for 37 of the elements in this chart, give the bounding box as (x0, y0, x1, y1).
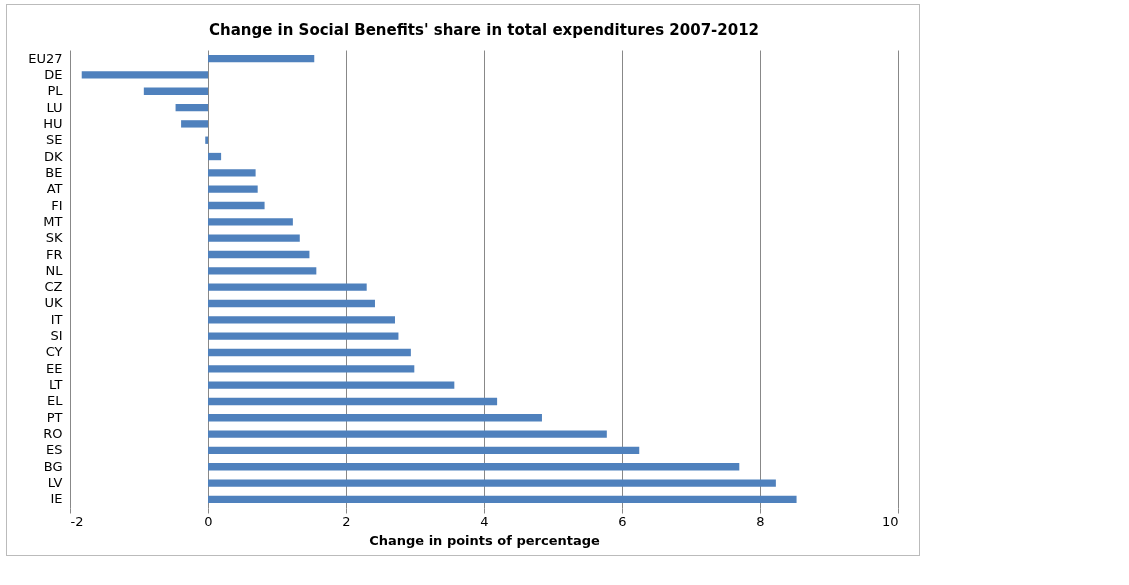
x-tick-label: 0 (204, 513, 213, 529)
y-tick-label: ES (46, 442, 63, 458)
y-tick-label: RO (43, 426, 63, 442)
y-tick-label: BE (45, 164, 63, 180)
y-tick-label: UK (44, 295, 63, 311)
y-tick-label: DE (44, 66, 63, 82)
chart-title: Change in Social Benefits' share in total expenditures 2007-2012 (208, 21, 760, 39)
y-tick-label: SI (50, 328, 63, 344)
y-tick-label: NL (45, 262, 64, 278)
y-tick-label: EE (46, 360, 63, 376)
y-tick-label: DK (43, 148, 63, 164)
y-tick-label: EL (47, 393, 64, 409)
x-tick-label: 8 (756, 513, 765, 529)
y-tick-label: LU (46, 99, 63, 115)
y-tick-label: LT (49, 377, 63, 393)
y-tick-label: SE (46, 132, 63, 148)
y-tick-label: HU (43, 115, 63, 131)
x-tick-label: 10 (881, 513, 899, 529)
y-tick-label: EU27 (28, 50, 63, 66)
x-tick-label: 6 (618, 513, 627, 529)
y-tick-label: CZ (44, 279, 63, 295)
y-tick-label: MT (43, 213, 63, 229)
x-tick-label: 2 (342, 513, 351, 529)
x-tick-label: 4 (480, 513, 489, 529)
x-axis-title: Change in points of percentage (369, 532, 601, 548)
x-tick-label: -2 (70, 513, 84, 529)
y-tick-label: IE (50, 491, 63, 507)
y-tick-label: BG (43, 458, 63, 474)
y-tick-label: AT (46, 181, 63, 197)
y-tick-label: LV (47, 475, 63, 491)
y-tick-label: PT (46, 409, 63, 425)
y-tick-label: FI (51, 197, 63, 213)
y-tick-label: CY (45, 344, 63, 360)
y-tick-label: SK (45, 230, 63, 246)
y-tick-label: IT (50, 311, 63, 327)
y-tick-label: PL (47, 83, 64, 99)
y-tick-label: FR (45, 246, 63, 262)
